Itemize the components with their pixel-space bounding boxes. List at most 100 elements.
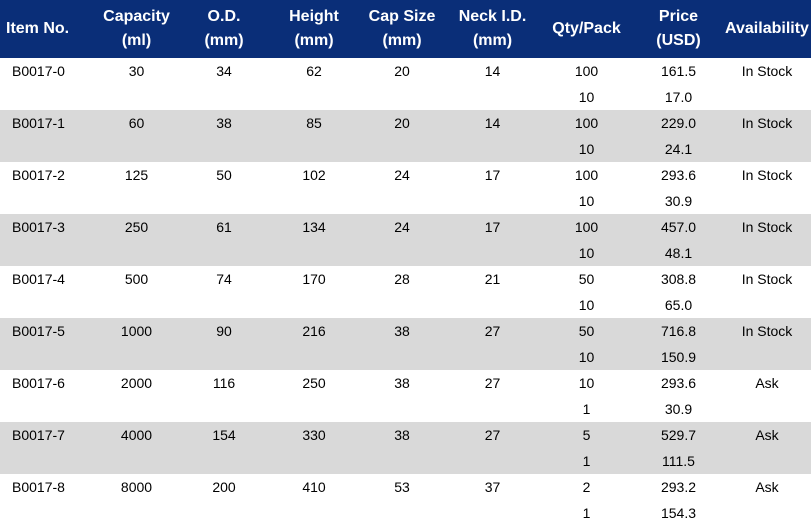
- height-cell: 62: [306, 63, 322, 79]
- cap-size-cell: [358, 344, 446, 370]
- capacity-cell: 30: [128, 63, 145, 79]
- qty-pack-cell: 1: [582, 401, 591, 417]
- availability-cell: In Stock: [741, 271, 793, 287]
- od-cell: 50: [216, 167, 232, 183]
- price-cell: 293.2: [660, 479, 697, 495]
- capacity-cell: 250: [124, 219, 149, 235]
- neck-id-cell: [446, 292, 539, 318]
- od-cell: [178, 240, 270, 266]
- cap-size-cell: [358, 448, 446, 474]
- cap-size-cell: [358, 500, 446, 526]
- neck-id-cell: 27: [484, 375, 501, 391]
- header-item-no: Item No.: [6, 20, 70, 37]
- table-row: 1 154.3: [0, 500, 811, 526]
- table-row: 1 30.9: [0, 396, 811, 422]
- capacity-cell: [95, 448, 178, 474]
- od-cell: 200: [212, 479, 236, 495]
- neck-id-cell: 37: [484, 479, 501, 495]
- availability-cell: In Stock: [741, 219, 793, 235]
- neck-id-cell: [446, 500, 539, 526]
- od-cell: [178, 500, 270, 526]
- neck-id-cell: [446, 396, 539, 422]
- item-no-cell: [0, 344, 95, 370]
- height-cell: [270, 396, 358, 422]
- qty-pack-cell: 10: [578, 349, 595, 365]
- item-no-cell: [0, 396, 95, 422]
- od-cell: [178, 136, 270, 162]
- table-row: 10 24.1: [0, 136, 811, 162]
- height-cell: 170: [302, 271, 326, 287]
- header-neck-id: Neck I.D. (mm): [458, 8, 527, 49]
- height-cell: [270, 136, 358, 162]
- item-no-cell: B0017-4: [12, 271, 65, 287]
- od-cell: 90: [216, 323, 232, 339]
- item-no-cell: [0, 500, 95, 526]
- availability-cell: [723, 396, 811, 422]
- height-cell: [270, 188, 358, 214]
- price-cell: 716.8: [660, 323, 697, 339]
- cap-size-cell: [358, 136, 446, 162]
- qty-pack-cell: 10: [578, 297, 595, 313]
- table-row: B0017-3 250 61 134 24 17 100 457.0 In Stock: [0, 214, 811, 240]
- availability-cell: [723, 240, 811, 266]
- price-cell: 150.9: [660, 349, 697, 365]
- capacity-cell: [95, 292, 178, 318]
- capacity-cell: [95, 188, 178, 214]
- neck-id-cell: [446, 136, 539, 162]
- cap-size-cell: [358, 396, 446, 422]
- price-cell: 457.0: [660, 219, 697, 235]
- capacity-cell: 1000: [120, 323, 153, 339]
- availability-cell: [723, 84, 811, 110]
- availability-cell: Ask: [755, 375, 779, 391]
- cap-size-cell: 28: [394, 271, 410, 287]
- price-cell: 293.6: [660, 375, 697, 391]
- price-cell: 30.9: [664, 401, 693, 417]
- neck-id-cell: 17: [484, 167, 501, 183]
- qty-pack-cell: 10: [578, 193, 595, 209]
- capacity-cell: 8000: [120, 479, 153, 495]
- price-cell: 24.1: [664, 141, 693, 157]
- capacity-cell: [95, 396, 178, 422]
- cap-size-cell: [358, 292, 446, 318]
- od-cell: 34: [216, 63, 232, 79]
- height-cell: 330: [302, 427, 326, 443]
- qty-pack-cell: 10: [578, 89, 595, 105]
- neck-id-cell: [446, 344, 539, 370]
- capacity-cell: [95, 136, 178, 162]
- availability-cell: In Stock: [741, 167, 793, 183]
- capacity-cell: 60: [128, 115, 145, 131]
- table-row: B0017-7 4000 154 330 38 27 5 529.7 Ask: [0, 422, 811, 448]
- cap-size-cell: [358, 84, 446, 110]
- height-cell: [270, 84, 358, 110]
- price-cell: 154.3: [660, 505, 697, 521]
- availability-cell: In Stock: [741, 63, 793, 79]
- height-cell: [270, 344, 358, 370]
- table-body: B0017-0 30 34 62 20 14 100 161.5 In Stock 10 17.0 B…: [0, 58, 811, 526]
- item-no-cell: B0017-6: [12, 375, 65, 391]
- neck-id-cell: 27: [484, 427, 501, 443]
- table-row: 1 111.5: [0, 448, 811, 474]
- table-row: 10 17.0: [0, 84, 811, 110]
- qty-pack-cell: 50: [578, 323, 595, 339]
- neck-id-cell: 17: [484, 219, 501, 235]
- od-cell: [178, 292, 270, 318]
- neck-id-cell: 14: [484, 63, 501, 79]
- height-cell: 134: [302, 219, 326, 235]
- item-no-cell: B0017-5: [12, 323, 65, 339]
- item-no-cell: B0017-8: [12, 479, 65, 495]
- item-no-cell: B0017-0: [12, 63, 65, 79]
- capacity-cell: [95, 344, 178, 370]
- availability-cell: [723, 136, 811, 162]
- cap-size-cell: 24: [394, 167, 410, 183]
- table-row: 10 48.1: [0, 240, 811, 266]
- qty-pack-cell: 10: [578, 245, 595, 261]
- price-cell: 65.0: [664, 297, 693, 313]
- qty-pack-cell: 10: [578, 375, 595, 391]
- capacity-cell: 500: [124, 271, 149, 287]
- cap-size-cell: 24: [394, 219, 410, 235]
- neck-id-cell: [446, 188, 539, 214]
- height-cell: [270, 240, 358, 266]
- cap-size-cell: 20: [394, 115, 410, 131]
- qty-pack-cell: 100: [574, 167, 599, 183]
